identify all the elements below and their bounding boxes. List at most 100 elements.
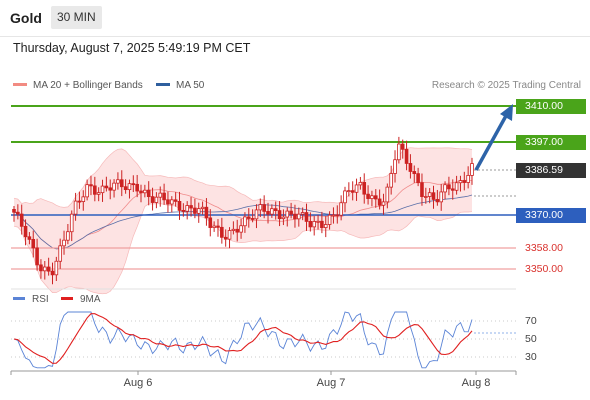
candle-body [316, 220, 320, 223]
candle-body [412, 171, 417, 175]
candle-body [62, 239, 66, 247]
legend-label: MA 20 + Bollinger Bands [33, 80, 143, 91]
candle-body [385, 186, 390, 203]
legend-label: MA 50 [176, 80, 205, 91]
candle-body [35, 247, 39, 266]
candle-body [277, 210, 282, 220]
candle-body [193, 207, 197, 214]
legend-rsi-ma: 9MA [61, 294, 101, 305]
candle-body [181, 209, 186, 212]
candle-body [389, 173, 393, 188]
candle-body [177, 200, 182, 211]
candle-body [146, 189, 151, 198]
candle-body [250, 218, 255, 220]
candle-body [435, 199, 440, 203]
bollinger-lower [13, 203, 473, 295]
candle-body [370, 195, 374, 199]
candle-body [196, 208, 201, 214]
legend-label: RSI [32, 294, 49, 305]
candle-body [439, 191, 444, 203]
candle-body [69, 213, 74, 233]
candle-body [66, 231, 70, 241]
x-label-aug8: Aug 8 [461, 377, 491, 389]
candle-body [12, 208, 16, 213]
candle-body [273, 208, 278, 211]
candle-body [89, 184, 93, 187]
candle-body [300, 212, 305, 215]
candle-body [227, 230, 232, 240]
candle-body [343, 190, 347, 204]
forecast-arrow-head [500, 104, 513, 121]
candle-body [408, 163, 413, 172]
timeframe-badge[interactable]: 30 MIN [51, 6, 102, 29]
candle-body [331, 214, 336, 217]
candle-body [397, 143, 401, 161]
candle-body [270, 208, 274, 215]
candle-body [320, 220, 324, 228]
candle-body [108, 187, 113, 191]
candle-body [377, 198, 382, 206]
price-label-3350: 3350.00 [525, 263, 563, 275]
candle-body [443, 184, 447, 193]
candle-body [458, 180, 463, 184]
rsi-ma-line [13, 313, 473, 364]
candle-body [416, 173, 420, 184]
candle-body [297, 213, 301, 220]
candle-body [185, 205, 189, 212]
candle-body [23, 225, 28, 238]
candle-body [327, 214, 332, 225]
candle-body [462, 180, 467, 183]
candle-body [58, 245, 62, 262]
legend-ma20-bollinger: MA 20 + Bollinger Bands [13, 80, 143, 91]
candle-body [42, 266, 47, 272]
candle-body [200, 206, 205, 210]
candle-body [93, 185, 97, 195]
candle-body [431, 192, 436, 200]
symbol-name: Gold [10, 10, 42, 26]
candle-body [135, 183, 139, 192]
price-label-3358: 3358.00 [525, 242, 563, 254]
research-credit: Research © 2025 Trading Central [431, 80, 581, 91]
candle-body [393, 159, 397, 174]
candle-body [381, 201, 386, 206]
candlesticks [12, 136, 474, 285]
legend-swatch [13, 82, 27, 86]
candle-body [85, 184, 89, 198]
candle-body [16, 211, 20, 215]
candle-body [312, 221, 317, 228]
legend-swatch [61, 296, 73, 300]
candle-body [127, 183, 132, 191]
chart-datetime: Thursday, August 7, 2025 5:49:19 PM CET [13, 41, 251, 55]
rsi-tick-50: 50 [525, 333, 537, 345]
candle-body [139, 190, 143, 194]
candle-body [366, 193, 370, 199]
rsi-line [13, 311, 473, 369]
candle-body [373, 195, 378, 200]
candle-body [123, 186, 128, 191]
candle-body [96, 192, 101, 195]
legend-swatch [13, 296, 25, 300]
candle-body [450, 188, 455, 191]
x-label-aug7: Aug 7 [316, 377, 346, 389]
legend-swatch [156, 82, 170, 86]
candle-body [404, 148, 409, 164]
candle-body [50, 270, 55, 276]
legend-ma50: MA 50 [156, 80, 204, 91]
candle-body [39, 264, 43, 272]
candle-body [31, 238, 36, 249]
candle-body [158, 192, 163, 198]
candle-body [54, 260, 59, 276]
candle-body [77, 200, 82, 203]
candle-body [162, 192, 166, 201]
candle-body [354, 184, 359, 193]
candle-body [289, 210, 293, 215]
candle-body [19, 213, 24, 227]
candle-body [400, 143, 405, 150]
forecast-arrow-shaft [474, 113, 509, 171]
candle-body [308, 221, 313, 228]
candle-body [216, 225, 220, 228]
candle-body [454, 182, 459, 191]
candle-body [235, 228, 240, 233]
candle-body [27, 236, 32, 240]
